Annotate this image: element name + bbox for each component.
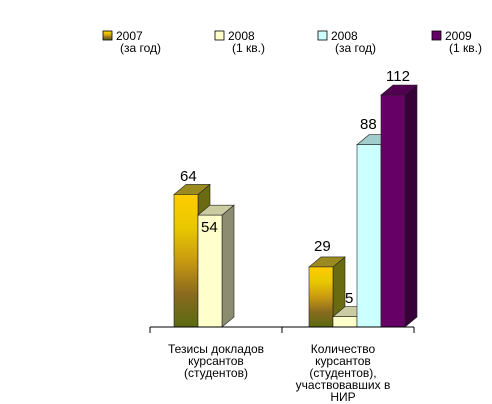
legend-label: (1 кв.): [449, 41, 482, 55]
data-label: 29: [314, 238, 331, 255]
category-label: курсантов: [315, 354, 371, 368]
data-label: 5: [345, 290, 353, 307]
legend-label: (за год): [120, 41, 161, 55]
legend-swatch: [102, 30, 113, 41]
legend-swatch: [317, 30, 328, 41]
legend-label: (за год): [335, 41, 376, 55]
data-label: 112: [386, 68, 410, 85]
legend-swatch: [431, 30, 442, 41]
category-label: участвовавших в: [296, 378, 391, 392]
bar: [356, 144, 382, 328]
bars: [173, 84, 418, 328]
legend-label: (1 кв.): [232, 41, 265, 55]
bar: [308, 266, 334, 328]
category-label: Тезисы докладов: [168, 342, 264, 356]
x-axis: [149, 326, 415, 333]
data-label: 64: [180, 168, 197, 185]
category-labels: Тезисы докладовкурсантов(студентов)Колич…: [168, 342, 390, 404]
legend-swatch: [214, 30, 225, 41]
bar: [332, 316, 358, 328]
bar-side: [221, 204, 235, 328]
bar-side: [404, 84, 418, 328]
bar: [197, 214, 223, 328]
category-label: (студентов),: [309, 366, 376, 380]
data-label: 54: [201, 219, 218, 236]
legend-label: 2007: [116, 29, 143, 43]
bar: [380, 94, 406, 328]
data-labels: 64 54 29 5 88 112: [180, 68, 410, 307]
data-label: 88: [360, 116, 377, 133]
legend: 2007(за год)2008(1 кв.)2008(за год)2009(…: [102, 29, 482, 55]
legend-label: 2009: [445, 29, 472, 43]
legend-label: 2008: [228, 29, 255, 43]
bar: [173, 194, 199, 328]
category-label: курсантов: [188, 354, 244, 368]
category-label: Количество: [311, 342, 376, 356]
legend-label: 2008: [331, 29, 358, 43]
category-label: (студентов): [184, 366, 248, 380]
category-label: НИР: [330, 390, 355, 404]
